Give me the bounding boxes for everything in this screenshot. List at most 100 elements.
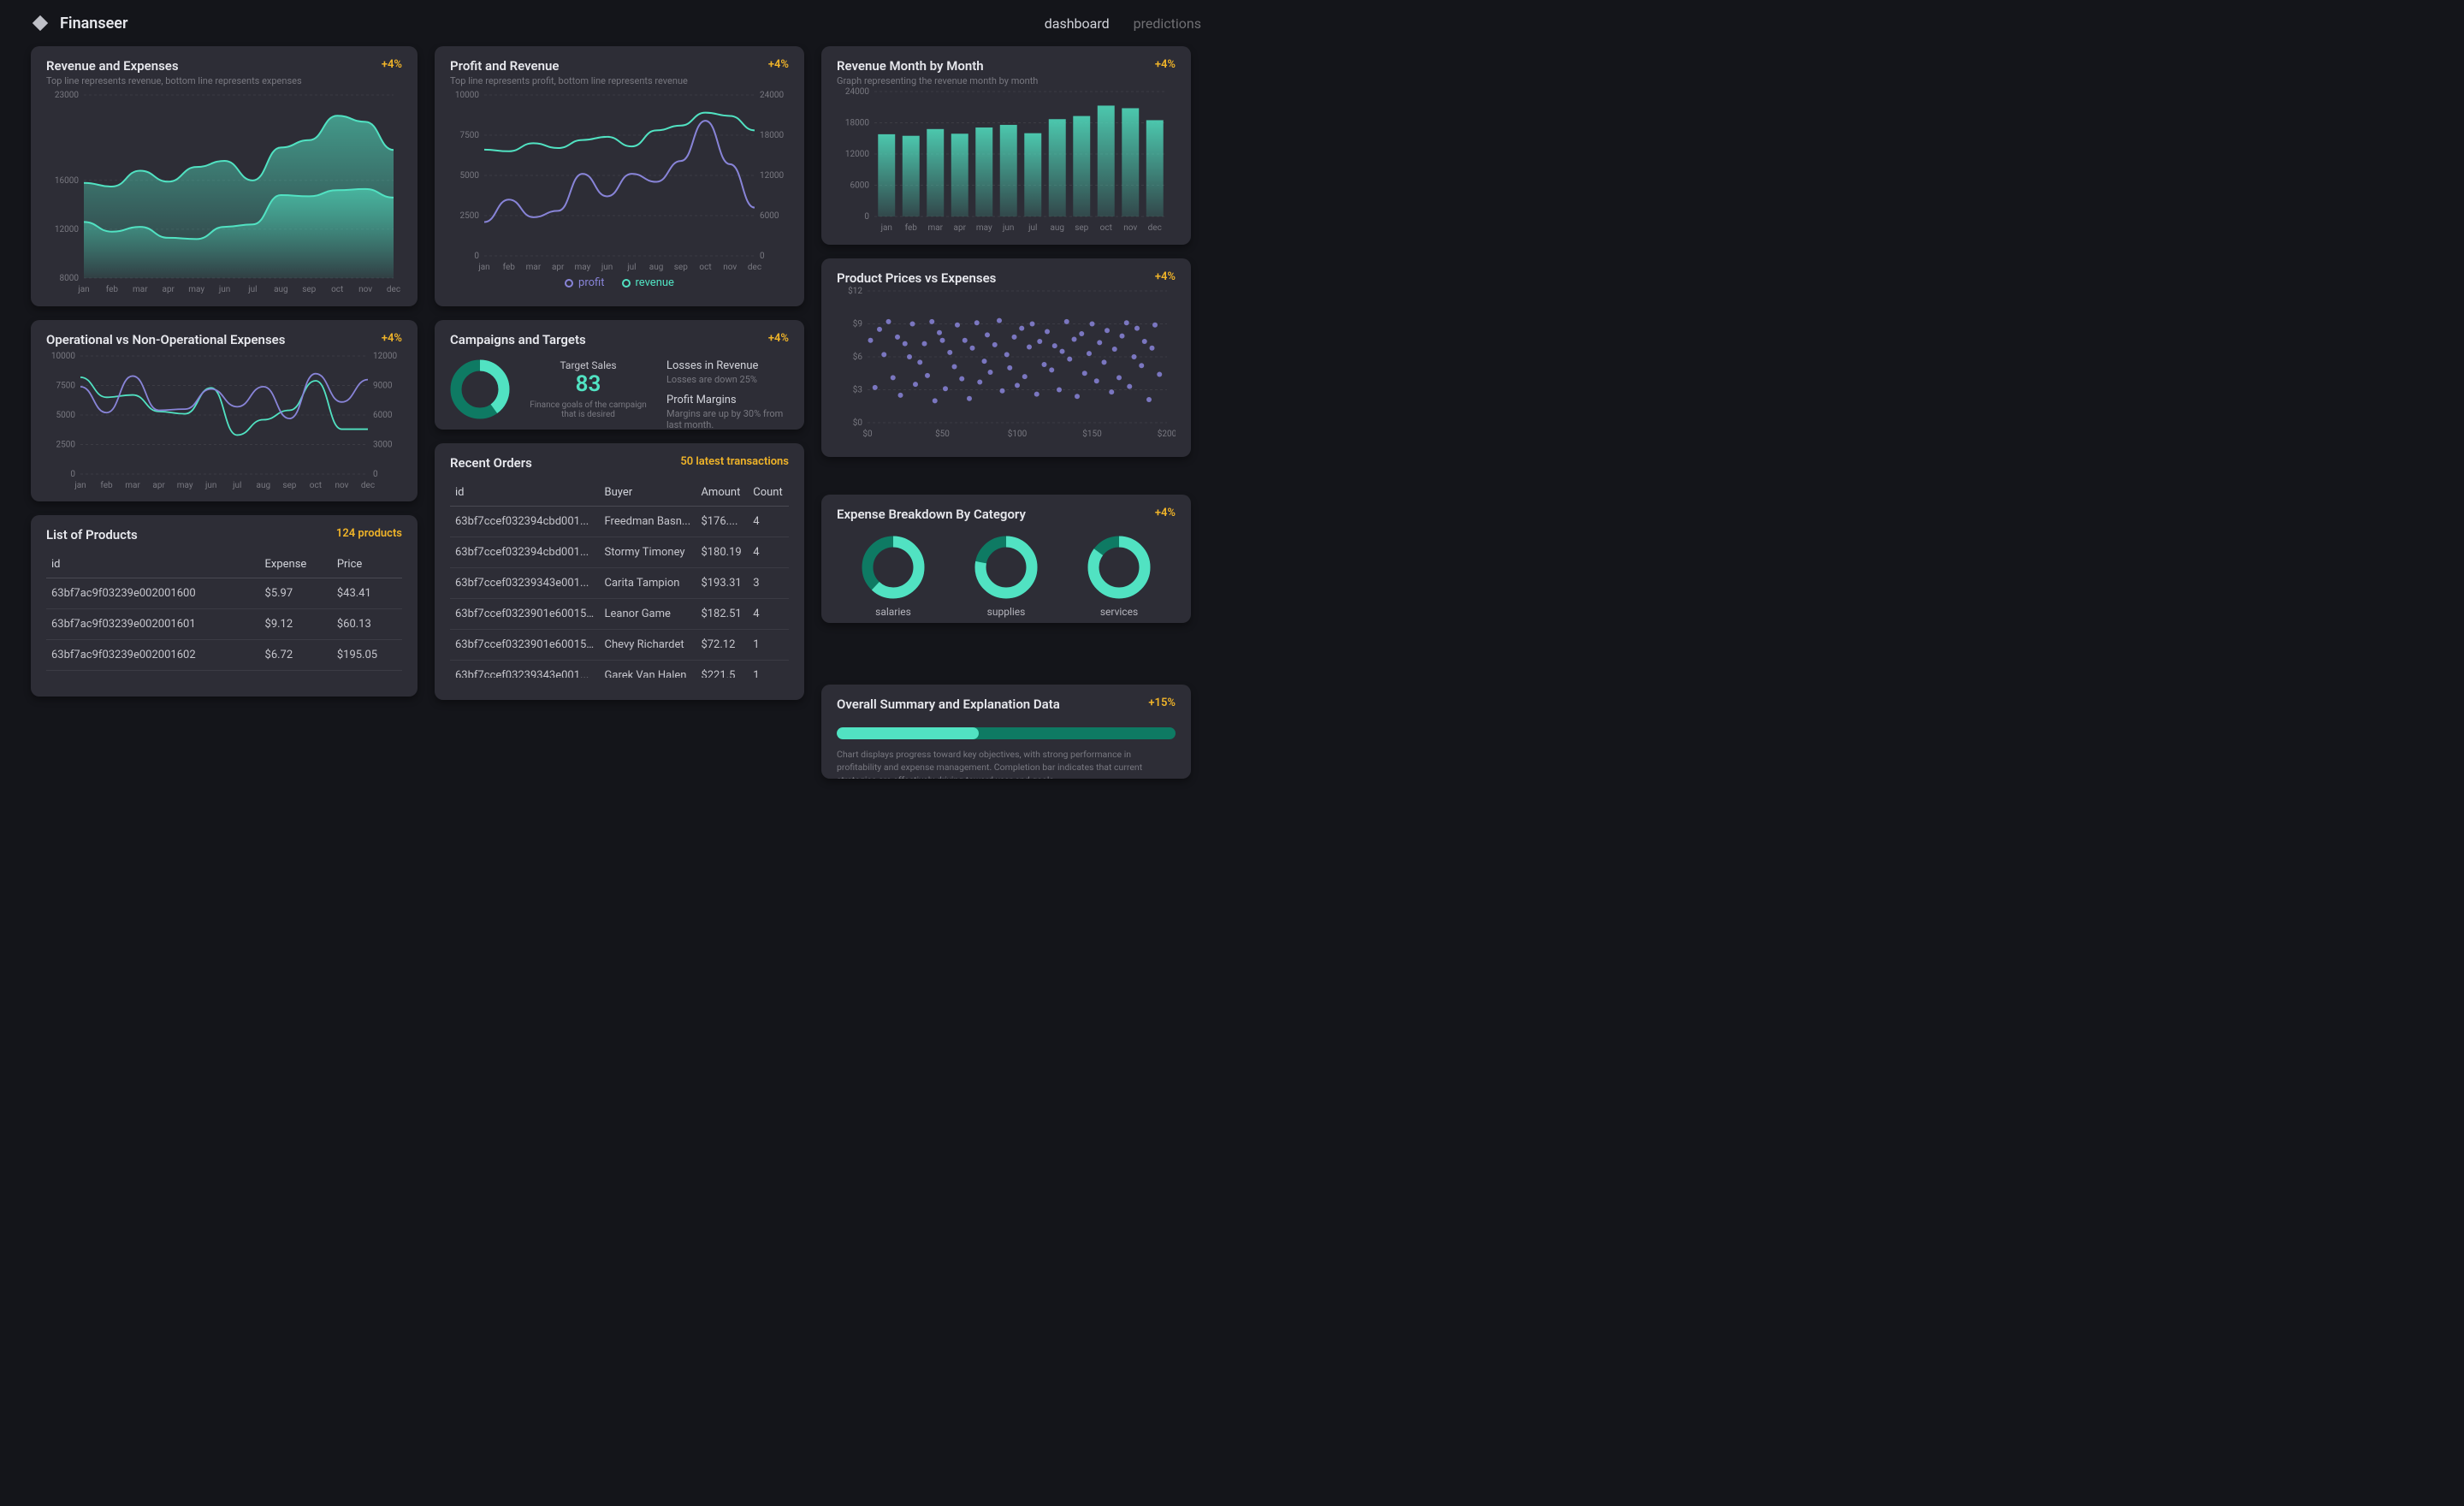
svg-text:12000: 12000: [760, 171, 784, 181]
card-scatter: Product Prices vs Expenses +4% $0$3$6$9$…: [821, 258, 1191, 457]
svg-text:12000: 12000: [373, 352, 397, 361]
svg-text:jan: jan: [77, 285, 89, 294]
legend-profit[interactable]: profit: [565, 276, 604, 289]
table-header[interactable]: id: [450, 479, 600, 507]
table-row[interactable]: 63bf7ccef0323901e6001561Leanor Game$182.…: [450, 599, 789, 630]
target-value: 83: [527, 371, 649, 397]
card-badge: +4%: [382, 332, 402, 345]
svg-text:sep: sep: [282, 481, 296, 490]
summary-text: Chart displays progress toward key objec…: [837, 748, 1176, 779]
svg-text:sep: sep: [674, 263, 688, 272]
donut-item: services: [1087, 536, 1151, 618]
svg-text:dec: dec: [1148, 223, 1162, 233]
svg-text:$100: $100: [1008, 428, 1028, 439]
target-desc: Finance goals of the campaign that is de…: [527, 400, 649, 419]
card-operational-expenses: Operational vs Non-Operational Expenses …: [31, 320, 418, 501]
svg-text:oct: oct: [1100, 223, 1112, 233]
svg-text:mar: mar: [526, 263, 542, 272]
svg-text:jul: jul: [626, 263, 636, 272]
svg-text:$12: $12: [848, 286, 862, 296]
card-title: Revenue and Expenses: [46, 58, 302, 74]
svg-text:jun: jun: [1002, 223, 1014, 233]
donut-label: services: [1087, 606, 1151, 618]
svg-text:0: 0: [864, 212, 869, 222]
table-header[interactable]: Amount: [696, 479, 748, 507]
card-badge: +15%: [1148, 697, 1176, 709]
svg-text:mar: mar: [133, 285, 148, 294]
card-title: Operational vs Non-Operational Expenses: [46, 332, 285, 347]
chart-scatter: $0$3$6$9$12$0$50$100$150$200: [837, 286, 1176, 440]
svg-text:jun: jun: [218, 285, 230, 294]
legend-revenue[interactable]: revenue: [622, 276, 674, 289]
card-badge: +4%: [1155, 270, 1176, 283]
nav-dashboard[interactable]: dashboard: [1045, 15, 1110, 32]
table-row[interactable]: 63bf7ccef032394cbd001...Freedman Basn...…: [450, 507, 789, 537]
table-row[interactable]: 63bf7ccef032394cbd001...Stormy Timoney$1…: [450, 537, 789, 568]
table-header[interactable]: Buyer: [600, 479, 696, 507]
svg-text:aug: aug: [1050, 223, 1064, 233]
svg-text:0: 0: [474, 252, 479, 261]
table-row[interactable]: 63bf7ac9f03239e002001603$9.95$46.25: [46, 671, 402, 675]
card-revenue-expenses: Revenue and Expenses Top line represents…: [31, 46, 418, 306]
svg-text:jul: jul: [232, 481, 241, 490]
svg-text:10000: 10000: [51, 352, 75, 361]
card-campaigns: Campaigns and Targets +4% Target Sales 8…: [435, 320, 804, 430]
svg-text:feb: feb: [106, 284, 119, 294]
card-badge: +4%: [1155, 507, 1176, 519]
svg-text:0: 0: [70, 470, 75, 479]
chart-revenue-month: 06000120001800024000janfebmaraprmayjunju…: [837, 86, 1176, 234]
table-header[interactable]: Count: [748, 479, 789, 507]
svg-text:7500: 7500: [56, 382, 76, 391]
card-badge: 50 latest transactions: [680, 455, 789, 468]
svg-text:feb: feb: [905, 222, 918, 233]
svg-text:may: may: [188, 285, 204, 294]
svg-text:16000: 16000: [55, 176, 79, 186]
nav: dashboard predictions: [1045, 15, 1201, 32]
donut-label: salaries: [862, 606, 925, 618]
card-title: Campaigns and Targets: [450, 332, 586, 347]
svg-text:sep: sep: [1075, 223, 1088, 233]
svg-text:24000: 24000: [845, 87, 869, 97]
brand: Finanseer: [31, 14, 127, 33]
table-header[interactable]: Expense: [260, 551, 332, 578]
svg-text:oct: oct: [699, 263, 711, 272]
card-badge: 124 products: [336, 527, 402, 540]
svg-text:jul: jul: [247, 285, 257, 294]
card-badge: +4%: [768, 58, 789, 71]
table-row[interactable]: 63bf7ccef03239343e001...Carita Tampion$1…: [450, 568, 789, 599]
svg-text:jan: jan: [880, 223, 892, 233]
progress-bar: [837, 727, 1176, 739]
svg-text:may: may: [976, 223, 992, 233]
card-title: Product Prices vs Expenses: [837, 270, 996, 286]
card-badge: +4%: [768, 332, 789, 345]
table-row[interactable]: 63bf7ac9f03239e002001602$6.72$195.05: [46, 640, 402, 671]
svg-text:7500: 7500: [460, 131, 480, 140]
svg-text:may: may: [574, 263, 590, 272]
card-subtitle: Graph representing the revenue month by …: [837, 75, 1038, 86]
svg-text:10000: 10000: [455, 91, 479, 100]
losses-text: Losses are down 25%: [666, 374, 789, 385]
margins-title: Profit Margins: [666, 394, 789, 406]
svg-text:18000: 18000: [760, 131, 784, 140]
donut-item: supplies: [974, 536, 1038, 618]
svg-text:feb: feb: [503, 262, 516, 272]
brand-name: Finanseer: [60, 15, 127, 33]
svg-text:18000: 18000: [845, 119, 869, 128]
table-row[interactable]: 63bf7ccef03239343e001...Garek Van Halen$…: [450, 661, 789, 679]
card-title: Overall Summary and Explanation Data: [837, 697, 1060, 712]
svg-text:$200: $200: [1158, 428, 1176, 439]
table-row[interactable]: 63bf7ac9f03239e002001601$9.12$60.13: [46, 609, 402, 640]
svg-text:24000: 24000: [760, 91, 784, 100]
svg-text:6000: 6000: [760, 211, 779, 221]
svg-text:0: 0: [373, 470, 378, 479]
chart-operational: 025005000750010000030006000900012000janf…: [46, 347, 402, 491]
table-header[interactable]: Price: [332, 551, 402, 578]
chart-profit-revenue: 02500500075001000006000120001800024000ja…: [450, 86, 789, 273]
table-header[interactable]: id: [46, 551, 260, 578]
table-row[interactable]: 63bf7ccef0323901e60015...Chevy Richardet…: [450, 630, 789, 661]
chart-revenue-expenses: 8000120001600023000janfebmaraprmayjunjul…: [46, 86, 402, 295]
nav-predictions[interactable]: predictions: [1134, 15, 1201, 32]
svg-text:jan: jan: [74, 481, 86, 490]
svg-text:dec: dec: [361, 481, 375, 490]
table-row[interactable]: 63bf7ac9f03239e002001600$5.97$43.41: [46, 578, 402, 609]
